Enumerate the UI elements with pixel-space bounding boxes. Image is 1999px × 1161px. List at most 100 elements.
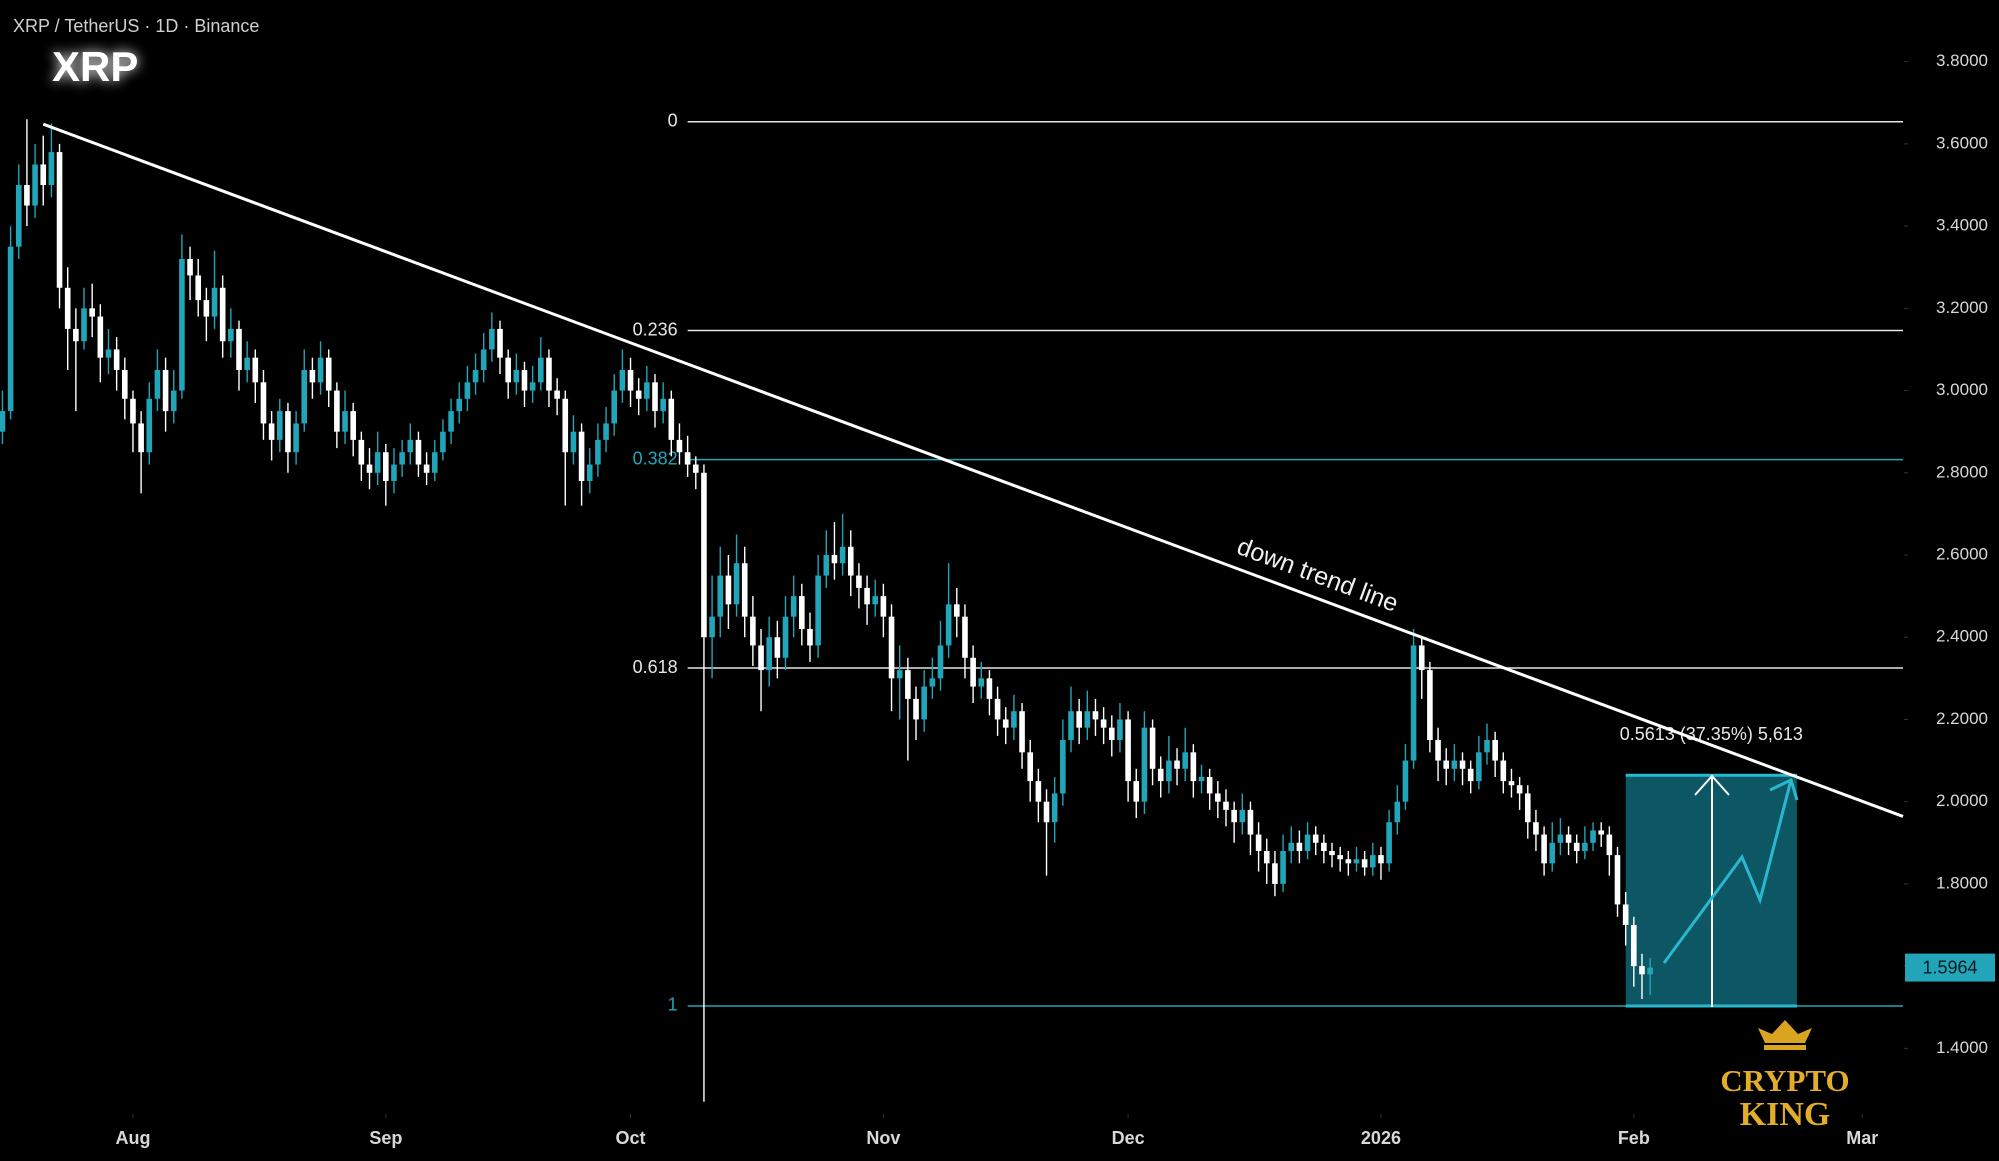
candle-body [1443, 760, 1450, 769]
candle-body [1573, 842, 1580, 851]
fib-label: 1 [668, 995, 678, 1015]
candle-body [1100, 719, 1107, 728]
candle-body [260, 382, 267, 424]
candle-body [962, 616, 968, 658]
y-tick-label: 1.8000 [1936, 873, 1988, 892]
candle-body [1117, 719, 1123, 740]
logo: CRYPTO KING [1720, 1020, 1850, 1133]
candle-body [994, 698, 1001, 720]
candle-body [1590, 830, 1596, 843]
candle-body [211, 287, 218, 317]
candle-body [684, 452, 691, 465]
candle-body [1394, 801, 1401, 823]
candle-body [799, 596, 805, 629]
x-tick-label: Mar [1846, 1128, 1878, 1148]
candle-body [701, 472, 707, 638]
candle-body [872, 596, 879, 605]
candle-body [374, 452, 381, 473]
candle-body [660, 398, 666, 412]
projection-arrows [1662, 774, 1799, 1007]
candle-body [464, 382, 471, 399]
candle-body [1035, 781, 1042, 802]
candle-body [1288, 842, 1295, 851]
candle-body [113, 349, 120, 370]
candle-body [203, 300, 210, 317]
candle-body [0, 411, 6, 432]
candle-body [187, 259, 193, 276]
candle-body [1516, 785, 1523, 794]
candle-body [929, 678, 936, 687]
candle-body [1582, 842, 1588, 851]
candle-body [1247, 809, 1254, 835]
y-tick-label: 1.4000 [1936, 1038, 1988, 1057]
candle-body [1060, 740, 1066, 794]
candle-body [1108, 727, 1115, 740]
candle-body [48, 152, 55, 185]
candle-body [366, 464, 373, 473]
candle-body [627, 370, 634, 391]
candle-body [64, 287, 71, 329]
candle-body [529, 382, 536, 391]
candle-body [1019, 711, 1025, 753]
y-tick-label: 2.4000 [1936, 627, 1988, 646]
candle-body [1565, 834, 1572, 843]
fib-label: 0.618 [633, 657, 678, 677]
candle-body [1239, 809, 1246, 823]
candle-body [921, 686, 927, 720]
candle-body [831, 555, 838, 564]
candle-body [505, 357, 511, 383]
candle-body [1092, 711, 1099, 720]
candle-body [1370, 855, 1376, 868]
candle-body [864, 587, 870, 605]
candle-body [170, 390, 177, 412]
candle-body [97, 316, 104, 358]
candle-body [1027, 752, 1034, 782]
y-tick-label: 2.8000 [1936, 462, 1988, 481]
candle-body [978, 678, 985, 687]
candle-body [415, 439, 422, 465]
candle-body [554, 390, 560, 399]
fib-label: 0.236 [633, 319, 678, 339]
candle-body [717, 575, 724, 617]
candle-body [937, 645, 944, 679]
y-tick-label: 3.6000 [1936, 133, 1988, 152]
candle-body [383, 452, 389, 481]
candle-body [945, 604, 952, 646]
candle-body [954, 604, 960, 617]
x-tick-label: Oct [616, 1128, 646, 1148]
logo-crown-base [1764, 1045, 1806, 1050]
candle-body [440, 431, 446, 453]
logo-text: KING [1740, 1096, 1831, 1133]
candle-body [1166, 760, 1172, 782]
candle-body [138, 423, 144, 453]
candle-body [815, 575, 821, 646]
candle-body [325, 357, 332, 391]
candle-body [619, 370, 626, 391]
symbol: XRP [52, 43, 138, 90]
candle-body [692, 464, 699, 473]
projection-path [1662, 779, 1793, 964]
candle-body [399, 452, 405, 465]
candle-body [1459, 760, 1466, 769]
y-tick-label: 3.4000 [1936, 216, 1988, 235]
candle-body [521, 370, 528, 391]
y-tick-label: 2.6000 [1936, 544, 1988, 563]
candle-body [1296, 842, 1303, 851]
candle-body [611, 390, 618, 424]
candle-body [179, 259, 185, 391]
candle-body [236, 328, 242, 370]
candle-body [391, 464, 397, 481]
candle-body [497, 328, 503, 358]
candle-body [1011, 711, 1017, 728]
candle-body [766, 637, 772, 671]
candle-body [1149, 727, 1156, 769]
candle-body [1068, 711, 1074, 740]
projection-arrow-head [1769, 777, 1799, 801]
candle-body [1557, 834, 1564, 843]
candle-body [1002, 719, 1009, 728]
plot-area: 1.40001.60001.80002.00002.20002.40002.60… [0, 51, 1995, 1148]
candle-body [1337, 855, 1343, 860]
y-tick-label: 3.0000 [1936, 380, 1988, 399]
candle-body [635, 390, 642, 399]
